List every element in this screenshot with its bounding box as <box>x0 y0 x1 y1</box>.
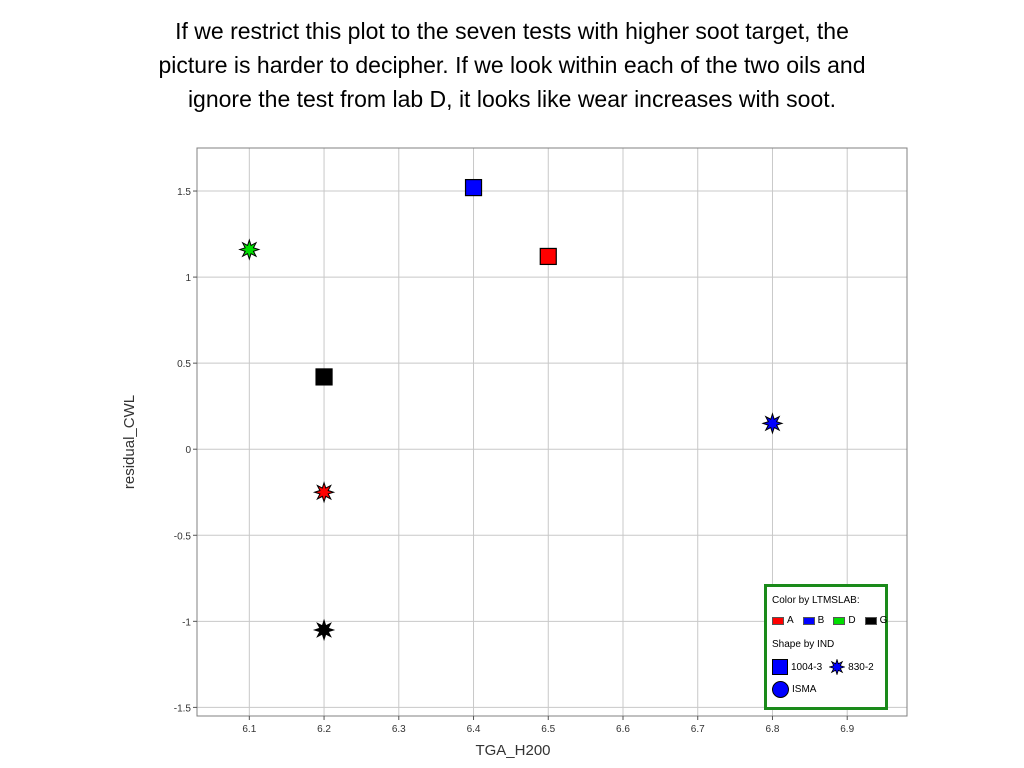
data-point-star <box>312 618 336 642</box>
square-icon <box>772 659 788 675</box>
y-tick-label: 0.5 <box>177 359 191 370</box>
x-axis-label: TGA_H200 <box>475 742 550 759</box>
x-tick-label: 6.7 <box>691 724 705 735</box>
legend-label-isma: ISMA <box>792 684 817 695</box>
star-icon <box>829 659 846 675</box>
data-point-square <box>315 368 333 386</box>
legend-shape-title: Shape by IND <box>772 639 835 650</box>
legend-label-d: D <box>848 615 856 626</box>
y-tick-label: 0 <box>185 445 191 456</box>
legend-color-row: A B D G <box>772 615 887 626</box>
legend-shape-row-2: ISMA <box>772 681 816 698</box>
x-tick-label: 6.9 <box>840 724 854 735</box>
x-tick-label: 6.5 <box>541 724 555 735</box>
x-tick-label: 6.4 <box>467 724 481 735</box>
data-point-star <box>312 481 336 504</box>
x-tick-label: 6.8 <box>766 724 780 735</box>
legend-label-a: A <box>787 615 794 626</box>
y-tick-label: -1.5 <box>174 703 192 714</box>
data-point-star <box>761 412 784 435</box>
chart-legend: Color by LTMSLAB: A B D G Shape by IND 1… <box>764 584 888 710</box>
grid-lines <box>197 148 907 716</box>
data-point-star <box>238 238 261 261</box>
data-points <box>238 178 784 642</box>
y-tick-label: -1 <box>182 617 191 628</box>
circle-icon <box>772 681 789 698</box>
legend-swatch-b <box>802 616 815 625</box>
title-line-3: ignore the test from lab D, it looks lik… <box>187 86 837 112</box>
slide-title: If we restrict this plot to the seven te… <box>40 14 984 116</box>
x-tick-label: 6.3 <box>392 724 406 735</box>
legend-label-g: G <box>879 615 888 626</box>
legend-color-title: Color by LTMSLAB: <box>772 595 860 606</box>
axis-ticks: 6.1 6.2 6.3 6.4 6.5 6.6 6.7 6.8 6.9 -1.5 -1 -0.5 0 0.… <box>174 187 855 735</box>
title-line-2: picture is harder to decipher. If we loo… <box>158 52 866 78</box>
legend-swatch-a <box>772 616 784 625</box>
legend-label-b: B <box>817 615 825 626</box>
legend-swatch-d <box>833 616 846 625</box>
y-tick-label: -0.5 <box>174 531 192 542</box>
data-point-square <box>464 178 483 197</box>
legend-label-830-2: 830-2 <box>848 661 874 673</box>
plot-area-frame <box>196 147 908 717</box>
legend-shape-row: 1004-3 830-2 <box>772 659 874 675</box>
legend-swatch-g <box>864 616 877 625</box>
y-axis-label: residual_CWL <box>121 395 138 489</box>
data-point-square <box>539 247 557 266</box>
x-tick-label: 6.6 <box>616 724 630 735</box>
y-tick-label: 1 <box>185 273 191 284</box>
x-tick-label: 6.2 <box>317 724 331 735</box>
y-tick-label: 1.5 <box>177 187 191 198</box>
x-tick-label: 6.1 <box>242 724 256 735</box>
legend-label-1004-3: 1004-3 <box>791 661 823 673</box>
title-line-1: If we restrict this plot to the seven te… <box>175 18 849 44</box>
